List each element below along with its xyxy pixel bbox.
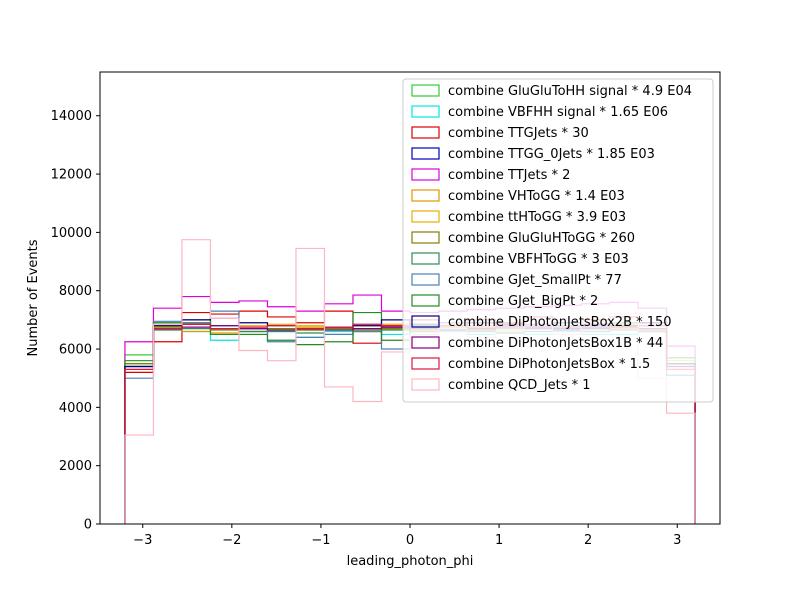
- x-tick-label: −2: [222, 533, 241, 548]
- legend-swatch: [411, 378, 440, 391]
- legend-swatch: [411, 84, 440, 97]
- x-tick-label: 1: [495, 533, 503, 548]
- legend-entry: combine TTJets * 2: [448, 168, 570, 183]
- legend: combine GluGluToHH signal * 4.9 E04 combi…: [402, 78, 714, 403]
- legend-entry: combine DiPhotonJetsBox1B * 44: [448, 336, 663, 351]
- x-tick-label: 3: [673, 533, 681, 548]
- x-axis-label: leading_photon_phi: [347, 554, 474, 569]
- legend-entry: combine TTGJets * 30: [448, 126, 589, 141]
- legend-entry: combine VBFHH signal * 1.65 E06: [448, 105, 668, 120]
- legend-entry: combine GJet_BigPt * 2: [448, 294, 598, 309]
- y-tick-label: 0: [84, 518, 92, 533]
- y-tick-label: 12000: [51, 168, 92, 183]
- legend-swatch: [411, 168, 440, 181]
- legend-swatch: [411, 126, 440, 139]
- y-tick-label: 14000: [51, 109, 92, 124]
- legend-swatch: [411, 336, 440, 349]
- legend-swatch: [411, 315, 440, 328]
- y-tick-label: 10000: [51, 226, 92, 241]
- legend-swatch: [411, 210, 440, 223]
- legend-entry: combine DiPhotonJetsBox2B * 150: [448, 315, 672, 330]
- legend-swatch: [411, 357, 440, 370]
- legend-entry: combine GJet_SmallPt * 77: [448, 273, 622, 288]
- legend-swatch: [411, 231, 440, 244]
- legend-entry: combine ttHToGG * 3.9 E03: [448, 210, 626, 225]
- legend-swatch: [411, 147, 440, 160]
- y-axis-ticks: 0 2000 4000 6000 8000 10000 12000 14000: [51, 109, 100, 533]
- legend-entry: combine VHToGG * 1.4 E03: [448, 189, 625, 204]
- x-tick-label: 2: [584, 533, 592, 548]
- legend-box: [402, 78, 714, 403]
- legend-swatch: [411, 252, 440, 265]
- x-tick-label: 0: [406, 533, 414, 548]
- y-tick-label: 4000: [59, 401, 92, 416]
- legend-swatch: [411, 273, 440, 286]
- legend-entry: combine QCD_Jets * 1: [448, 378, 591, 393]
- y-tick-label: 8000: [59, 284, 92, 299]
- legend-swatch: [411, 294, 440, 307]
- legend-entry: combine GluGluToHH signal * 4.9 E04: [448, 84, 692, 99]
- y-tick-label: 6000: [59, 343, 92, 358]
- x-axis-ticks: −3 −2 −1 0 1 2 3: [133, 524, 681, 548]
- x-tick-label: −3: [133, 533, 152, 548]
- legend-entry: combine GluGluHToGG * 260: [448, 231, 635, 246]
- legend-entry: combine TTGG_0Jets * 1.85 E03: [448, 147, 655, 162]
- legend-swatch: [411, 189, 440, 202]
- y-axis-label: Number of Events: [26, 239, 41, 356]
- legend-entry: combine VBFHToGG * 3 E03: [448, 252, 629, 267]
- x-tick-label: −1: [311, 533, 330, 548]
- legend-entry: combine DiPhotonJetsBox * 1.5: [448, 357, 650, 372]
- y-tick-label: 2000: [59, 459, 92, 474]
- legend-swatch: [411, 105, 440, 118]
